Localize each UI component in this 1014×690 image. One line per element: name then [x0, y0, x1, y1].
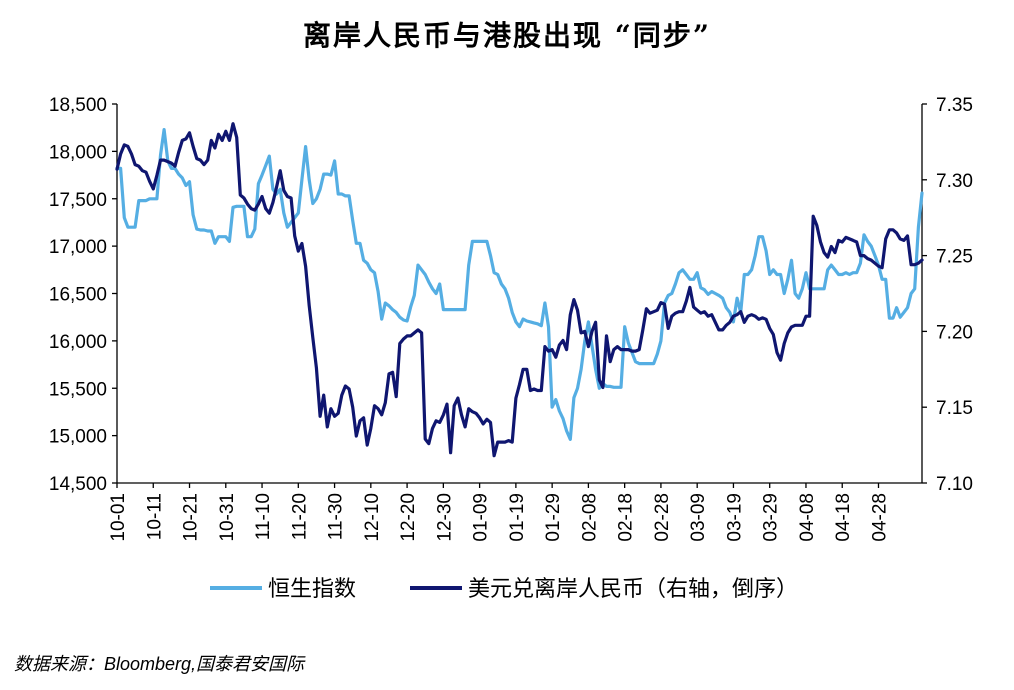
x-tick-label: 10-01 [108, 493, 129, 542]
left-axis: 14,500 15,000 15,500 16,000 16,500 17,000 17,5… [49, 95, 118, 495]
x-tick-label: 12-20 [398, 493, 419, 542]
x-tick-label: 01-19 [507, 493, 528, 542]
x-tick-label: 12-10 [362, 493, 383, 542]
left-tick-label: 16,500 [49, 285, 107, 306]
left-tick-label: 17,500 [49, 190, 107, 211]
x-tick-label: 03-09 [688, 493, 709, 542]
left-tick-label: 18,500 [49, 95, 107, 116]
x-tick-label: 01-29 [543, 493, 564, 542]
right-tick-label: 7.10 [936, 474, 973, 495]
x-tick-label: 03-19 [724, 493, 745, 542]
right-tick-label: 7.35 [936, 95, 973, 116]
series-lines [115, 122, 924, 458]
x-tick-label: 01-09 [471, 493, 492, 542]
x-tick-label: 12-30 [434, 493, 455, 542]
x-tick-label: 03-29 [761, 493, 782, 542]
left-tick-label: 14,500 [49, 474, 107, 495]
legend: 恒生指数 美元兑离岸人民币（右轴，倒序） [210, 577, 798, 602]
x-tick-label: 10-11 [144, 493, 165, 540]
chart-title: 离岸人民币与港股出现 “同步” [303, 19, 711, 52]
right-tick-label: 7.30 [936, 171, 973, 192]
series-line-cnh [115, 122, 924, 458]
left-tick-label: 15,500 [49, 379, 107, 400]
right-axis: 7.10 7.15 7.20 7.25 7.30 7.35 [921, 95, 973, 495]
x-tick-label: 02-08 [579, 493, 600, 542]
source-note: 数据来源：Bloomberg,国泰君安国际 [14, 654, 305, 674]
right-tick-label: 7.15 [936, 398, 973, 419]
x-tick-label: 04-08 [797, 493, 818, 542]
legend-label-hsi: 恒生指数 [268, 577, 356, 602]
x-tick-label: 10-31 [217, 493, 238, 542]
x-tick-label: 11-20 [289, 493, 310, 540]
right-tick-label: 7.25 [936, 247, 973, 268]
left-tick-label: 16,000 [49, 332, 107, 353]
left-tick-label: 18,000 [49, 142, 107, 163]
x-tick-label: 02-18 [616, 493, 637, 542]
series-line-hsi [115, 128, 924, 441]
left-tick-label: 15,000 [49, 427, 107, 448]
right-tick-label: 7.20 [936, 322, 973, 343]
x-tick-label: 04-18 [833, 493, 854, 542]
x-axis: 10-01 10-11 10-21 10-31 11-10 11-20 11-30 12-10… [108, 482, 922, 542]
x-tick-label: 02-28 [652, 493, 673, 542]
x-tick-label: 10-21 [181, 493, 202, 542]
x-tick-label: 04-28 [869, 493, 890, 542]
x-tick-label: 11-30 [326, 493, 347, 540]
legend-label-cnh: 美元兑离岸人民币（右轴，倒序） [468, 577, 798, 602]
x-tick-label: 11-10 [253, 493, 274, 540]
left-tick-label: 17,000 [49, 237, 107, 258]
